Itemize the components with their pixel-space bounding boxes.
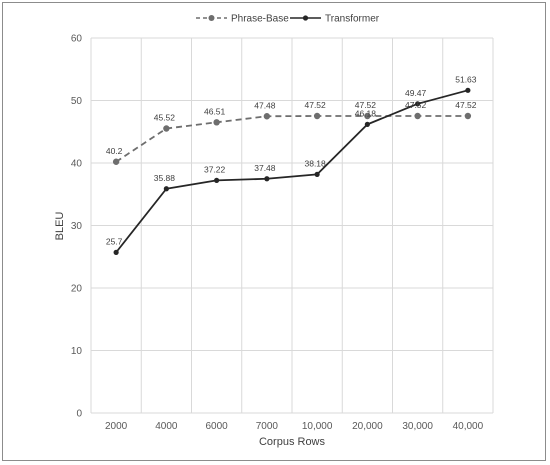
transformer-data-label: 37.48 bbox=[254, 163, 276, 173]
transformer-data-label: 46.18 bbox=[355, 108, 377, 118]
phrase-base-point bbox=[364, 112, 371, 120]
x-tick-label: 2000 bbox=[105, 421, 128, 432]
transformer-point bbox=[415, 101, 421, 107]
transformer-data-label: 49.47 bbox=[405, 88, 427, 98]
transformer-line bbox=[115, 89, 469, 253]
transformer-data-label: 35.88 bbox=[154, 173, 176, 183]
legend-phrase-base-label: Phrase-Base bbox=[231, 14, 289, 25]
legend: Phrase-Base Transformer bbox=[196, 14, 380, 25]
data-label-layer: 40.2 45.52 46.51 47.48 47.52 47.52 47.52 47.52 2… bbox=[106, 74, 477, 246]
phrase-base-point bbox=[213, 119, 220, 126]
transformer-point bbox=[264, 176, 270, 182]
phrase-base-data-label: 47.52 bbox=[304, 100, 326, 110]
phrase-base-data-label: 45.52 bbox=[154, 113, 176, 123]
phrase-base-point bbox=[414, 112, 421, 120]
y-tick-label: 20 bbox=[71, 284, 83, 295]
y-tick-label: 60 bbox=[71, 34, 83, 45]
transformer-point bbox=[364, 121, 370, 127]
phrase-base-point bbox=[313, 112, 321, 120]
transformer-data-label: 51.63 bbox=[455, 74, 477, 84]
y-axis-title: BLEU bbox=[54, 212, 66, 241]
transformer-point bbox=[465, 87, 471, 93]
x-tick-label: 7000 bbox=[256, 421, 279, 432]
transformer-point bbox=[214, 177, 220, 183]
x-tick-label: 30,000 bbox=[402, 421, 433, 432]
axis-layer: 0 10 20 30 40 50 60 2000 4000 6000 7000 10,000 20,00… bbox=[71, 34, 484, 433]
phrase-base-data-label: 40.2 bbox=[106, 146, 123, 156]
transformer-data-label: 37.22 bbox=[204, 164, 226, 174]
x-tick-label: 4000 bbox=[155, 421, 178, 432]
series-layer bbox=[112, 87, 472, 255]
phrase-base-data-label: 47.52 bbox=[405, 100, 427, 110]
phrase-base-point bbox=[464, 112, 472, 120]
grid-layer bbox=[90, 37, 494, 414]
y-tick-label: 30 bbox=[71, 221, 83, 232]
phrase-base-data-label: 46.51 bbox=[204, 106, 226, 116]
phrase-base-point bbox=[163, 125, 170, 132]
y-tick-label: 0 bbox=[76, 409, 82, 420]
y-tick-label: 50 bbox=[71, 96, 83, 107]
y-tick-label: 10 bbox=[71, 346, 83, 357]
y-tick-label: 40 bbox=[71, 159, 83, 170]
chart-frame bbox=[2, 2, 546, 461]
transformer-data-label: 38.18 bbox=[304, 158, 326, 168]
phrase-base-data-label: 47.52 bbox=[355, 100, 377, 110]
transformer-point bbox=[314, 171, 320, 177]
phrase-base-point bbox=[112, 158, 120, 165]
legend-phrase-base-marker bbox=[208, 15, 215, 21]
x-axis-title: Corpus Rows bbox=[259, 436, 326, 448]
phrase-base-point bbox=[263, 113, 271, 120]
x-tick-label: 20,000 bbox=[352, 421, 383, 432]
transformer-data-label: 25.7 bbox=[106, 236, 123, 246]
phrase-base-line bbox=[115, 115, 468, 163]
x-tick-label: 40,000 bbox=[453, 421, 484, 432]
x-tick-label: 6000 bbox=[206, 421, 229, 432]
transformer-point bbox=[113, 249, 119, 255]
x-tick-label: 10,000 bbox=[302, 421, 333, 432]
legend-transformer-marker bbox=[302, 15, 309, 21]
phrase-base-data-label: 47.48 bbox=[254, 100, 276, 110]
transformer-point bbox=[163, 186, 169, 192]
phrase-base-data-label: 47.52 bbox=[455, 100, 477, 110]
legend-transformer-label: Transformer bbox=[325, 14, 380, 25]
